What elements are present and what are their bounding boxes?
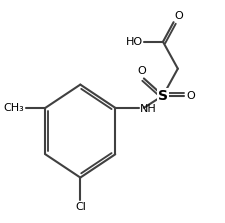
Text: HO: HO <box>125 37 142 47</box>
Text: S: S <box>157 89 167 103</box>
Text: O: O <box>185 91 194 101</box>
Text: Cl: Cl <box>74 202 85 212</box>
Text: O: O <box>174 11 183 21</box>
Text: O: O <box>137 66 146 76</box>
Text: CH₃: CH₃ <box>3 103 24 113</box>
Text: NH: NH <box>139 104 156 114</box>
